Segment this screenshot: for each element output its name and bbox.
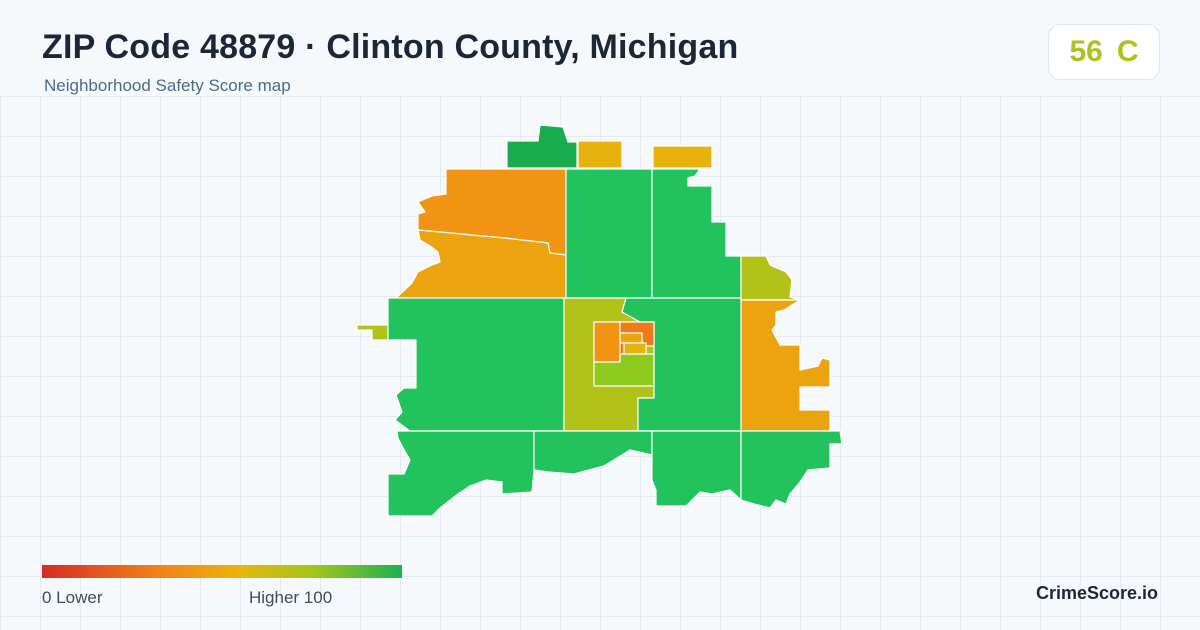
- map-area-center-east[interactable]: [621, 297, 742, 432]
- map-area-north-center[interactable]: [506, 124, 578, 169]
- map-area-west-stub[interactable]: [356, 324, 389, 341]
- safety-score-badge: 56 C: [1048, 24, 1160, 80]
- legend-min-label: 0 Lower: [42, 588, 103, 607]
- map-area-downtown-west[interactable]: [593, 321, 621, 363]
- score-value: 56: [1069, 35, 1103, 68]
- brand-logo-text: CrimeScore.io: [1036, 583, 1159, 603]
- map-area-west[interactable]: [387, 297, 565, 432]
- map-area-downtown-core[interactable]: [619, 332, 643, 344]
- page-title: ZIP Code 48879 · Clinton County, Michiga…: [42, 28, 739, 66]
- legend-max-label: Higher 100: [249, 588, 333, 607]
- map-area-south-center[interactable]: [533, 430, 653, 475]
- map-area-southeast[interactable]: [740, 430, 843, 509]
- map-area-southwest[interactable]: [387, 430, 535, 517]
- map-area-south[interactable]: [651, 430, 742, 507]
- legend-gradient-bar: [42, 565, 402, 578]
- map-area-north-strip[interactable]: [577, 140, 623, 169]
- map-area-downtown-south[interactable]: [623, 342, 647, 355]
- map-area-east[interactable]: [740, 299, 831, 432]
- score-grade: C: [1116, 35, 1139, 68]
- map-area-north-central[interactable]: [565, 168, 653, 299]
- map-area-east-upper[interactable]: [740, 255, 801, 301]
- map-area-south-central[interactable]: [593, 353, 655, 387]
- map-area-northeast[interactable]: [651, 168, 742, 299]
- header: [0, 0, 1200, 96]
- map-area-northeast-strip[interactable]: [652, 145, 713, 169]
- page-subtitle: Neighborhood Safety Score map: [44, 76, 291, 95]
